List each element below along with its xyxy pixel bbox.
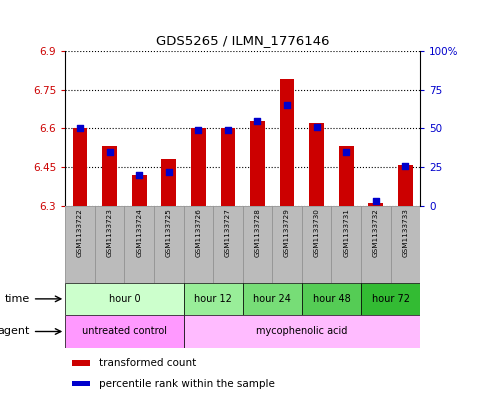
Bar [72,360,90,366]
Bar [132,175,146,206]
Text: GSM1133732: GSM1133732 [373,208,379,257]
Text: hour 72: hour 72 [371,294,410,304]
Point [283,102,291,108]
Title: GDS5265 / ILMN_1776146: GDS5265 / ILMN_1776146 [156,34,329,47]
Text: GSM1133727: GSM1133727 [225,208,231,257]
Text: GSM1133729: GSM1133729 [284,208,290,257]
Bar [339,147,354,206]
Bar [161,160,176,206]
Text: hour 12: hour 12 [194,294,232,304]
Point [254,118,261,124]
Bar [280,79,295,206]
Bar [191,129,206,206]
Text: GSM1133731: GSM1133731 [343,208,349,257]
Point [135,172,143,178]
Point [401,162,409,169]
Bar [331,206,361,283]
Bar [398,165,413,206]
Text: agent: agent [0,327,30,336]
Bar [184,315,420,348]
Text: hour 24: hour 24 [254,294,291,304]
Bar [309,123,324,206]
Bar [125,206,154,283]
Bar [72,381,90,386]
Bar [391,206,420,283]
Text: GSM1133722: GSM1133722 [77,208,83,257]
Bar [250,121,265,206]
Text: GSM1133730: GSM1133730 [313,208,320,257]
Bar [65,206,95,283]
Point [372,198,380,204]
Bar [369,203,383,206]
Bar [242,206,272,283]
Bar [242,283,302,315]
Bar [272,206,302,283]
Text: percentile rank within the sample: percentile rank within the sample [99,378,275,389]
Bar [221,129,235,206]
Text: GSM1133724: GSM1133724 [136,208,142,257]
Text: GSM1133733: GSM1133733 [402,208,409,257]
Bar [361,206,391,283]
Bar [72,129,87,206]
Bar [65,283,184,315]
Bar [184,206,213,283]
Point [195,127,202,133]
Bar [154,206,184,283]
Text: GSM1133723: GSM1133723 [107,208,113,257]
Point [165,169,172,175]
Text: time: time [4,294,30,304]
Point [342,149,350,155]
Text: GSM1133725: GSM1133725 [166,208,172,257]
Text: transformed count: transformed count [99,358,196,368]
Bar [302,283,361,315]
Text: hour 48: hour 48 [313,294,350,304]
Bar [361,283,420,315]
Text: mycophenolic acid: mycophenolic acid [256,327,348,336]
Point [313,124,321,130]
Bar [184,283,242,315]
Bar [65,315,184,348]
Bar [302,206,331,283]
Bar [102,147,117,206]
Point [106,149,114,155]
Text: untreated control: untreated control [82,327,167,336]
Bar [213,206,242,283]
Point [224,127,232,133]
Text: GSM1133726: GSM1133726 [195,208,201,257]
Bar [95,206,125,283]
Text: GSM1133728: GSM1133728 [255,208,260,257]
Point [76,125,84,131]
Text: hour 0: hour 0 [109,294,140,304]
